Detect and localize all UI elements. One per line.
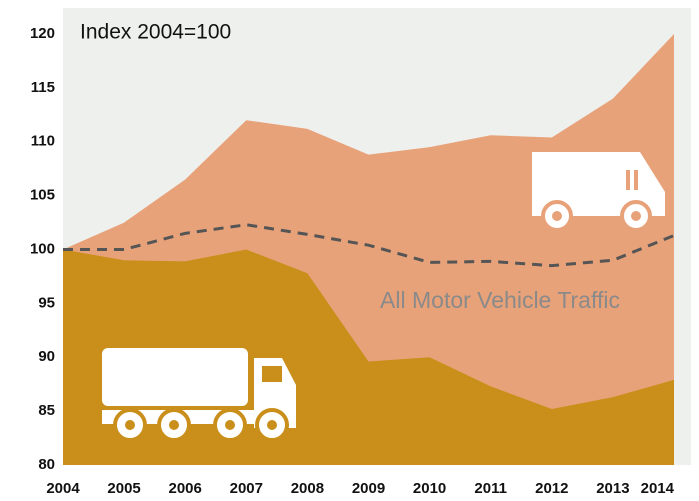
y-tick-label: 110 xyxy=(31,133,55,150)
y-tick-label: 85 xyxy=(38,402,55,419)
x-tick-label: 2008 xyxy=(291,480,324,497)
van-icon xyxy=(532,152,665,232)
x-tick-label: 2012 xyxy=(535,480,568,497)
y-tick-label: 105 xyxy=(30,187,55,204)
y-tick-label: 80 xyxy=(38,456,55,473)
x-tick-label: 2006 xyxy=(169,480,202,497)
x-tick-label: 2005 xyxy=(107,480,140,497)
x-tick-label: 2011 xyxy=(474,480,507,497)
truck-chassis xyxy=(102,410,296,424)
x-tick-label: 2010 xyxy=(413,480,446,497)
x-tick-label: 2014 xyxy=(641,480,675,497)
chart-title: Index 2004=100 xyxy=(80,21,231,44)
van-body xyxy=(532,152,665,216)
y-tick-label: 115 xyxy=(31,79,55,96)
x-tick-label: 2004 xyxy=(46,480,80,497)
x-tick-label: 2009 xyxy=(352,480,385,497)
truck-icon xyxy=(102,348,296,442)
line xyxy=(63,223,675,268)
y-tick-label: 95 xyxy=(38,294,55,311)
x-tick-label: 2013 xyxy=(596,480,629,497)
y-tick-label: 100 xyxy=(30,240,55,257)
series-label: All Motor Vehicle Traffic xyxy=(380,287,620,313)
truck-window xyxy=(262,366,282,382)
y-tick-label: 90 xyxy=(38,348,55,365)
y-tick-label: 120 xyxy=(30,25,55,42)
truck-tank xyxy=(102,348,248,406)
x-tick-label: 2007 xyxy=(230,480,263,497)
